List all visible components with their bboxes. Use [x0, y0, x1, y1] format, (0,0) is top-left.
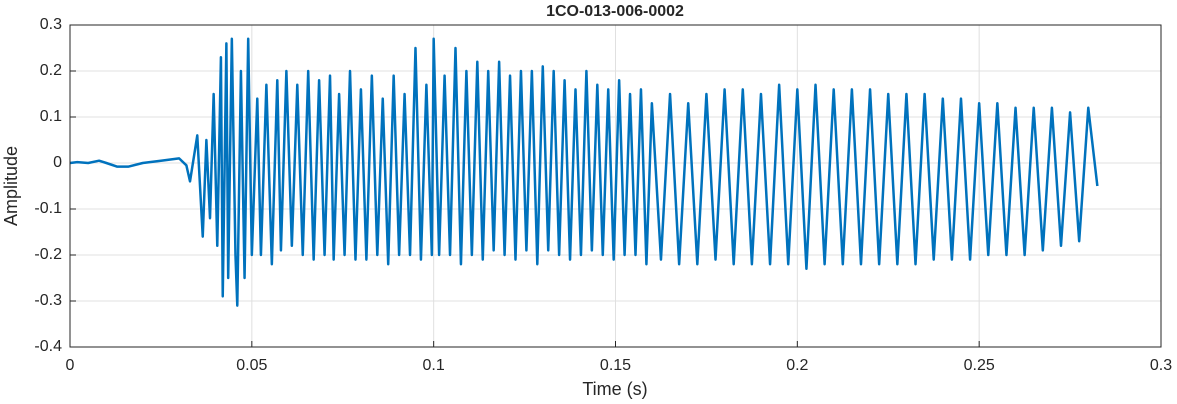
- x-tick-label: 0.15: [600, 357, 631, 374]
- x-tick-label: 0.1: [423, 357, 445, 374]
- axes-box: [69, 24, 1162, 348]
- chart-title: 1CO-013-006-0002: [546, 3, 684, 20]
- y-tick-label: 0: [53, 154, 62, 171]
- x-axis-label: Time (s): [582, 379, 647, 399]
- y-tick-label: -0.1: [34, 200, 62, 217]
- plot-area: [69, 37, 1099, 307]
- y-tick-label: -0.2: [34, 246, 62, 263]
- x-tick-label: 0: [66, 357, 75, 374]
- x-tick-label: 0.25: [964, 357, 995, 374]
- y-tick-label: 0.1: [40, 108, 62, 125]
- x-tick-label: 0.3: [1150, 357, 1172, 374]
- y-tick-label: -0.4: [34, 338, 62, 355]
- waveform-line: [69, 37, 1099, 307]
- y-tick-label: 0.3: [40, 16, 62, 33]
- x-tick-label: 0.05: [236, 357, 267, 374]
- y-tick-label: 0.2: [40, 62, 62, 79]
- y-axis-label: Amplitude: [1, 146, 21, 226]
- x-tick-label: 0.2: [786, 357, 808, 374]
- y-tick-label: -0.3: [34, 292, 62, 309]
